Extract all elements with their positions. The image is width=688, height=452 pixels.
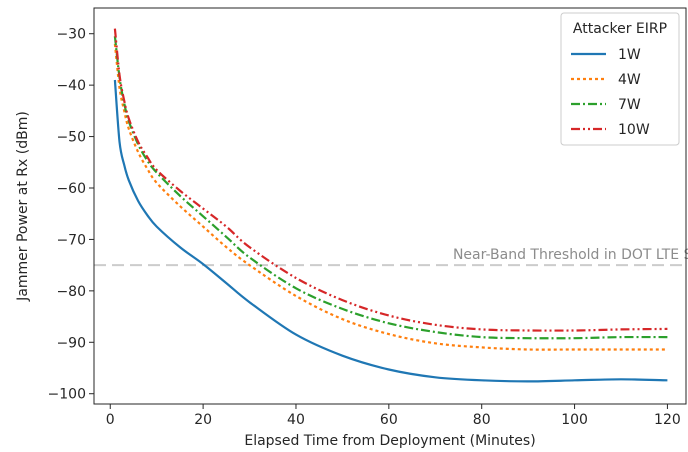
x-tick-label: 120 — [654, 412, 681, 428]
y-tick-label: −40 — [56, 78, 86, 94]
x-tick-label: 40 — [287, 412, 305, 428]
y-tick-label: −90 — [56, 335, 86, 351]
y-tick-label: −30 — [56, 27, 86, 43]
threshold-label: Near-Band Threshold in DOT LTE Study — [453, 247, 688, 263]
y-axis-title: Jammer Power at Rx (dBm) — [15, 111, 31, 302]
legend-label-7w: 7W — [618, 97, 641, 113]
x-tick-label: 80 — [473, 412, 491, 428]
x-tick-label: 60 — [380, 412, 398, 428]
legend-label-10w: 10W — [618, 122, 650, 138]
y-axis: −100 −90 −80 −70 −60 −50 −40 −30 — [48, 27, 94, 403]
x-tick-label: 0 — [106, 412, 115, 428]
x-tick-label: 100 — [561, 412, 588, 428]
y-tick-label: −70 — [56, 232, 86, 248]
y-tick-label: −100 — [48, 387, 86, 403]
series-line-10w — [113, 28, 668, 332]
legend-title: Attacker EIRP — [573, 21, 667, 37]
series-line-4w — [113, 43, 668, 351]
legend-box — [560, 12, 680, 146]
legend-label-1w: 1W — [618, 47, 641, 63]
y-tick-label: −80 — [56, 284, 86, 300]
x-axis-title: Elapsed Time from Deployment (Minutes) — [244, 433, 535, 449]
series-line-1w — [113, 79, 668, 383]
plot-frame — [93, 7, 687, 405]
series-layer — [113, 28, 668, 383]
threshold-layer: Near-Band Threshold in DOT LTE Study — [94, 247, 688, 267]
legend: Attacker EIRP 1W 4W 7W 10W — [560, 12, 680, 146]
x-tick-label: 20 — [194, 412, 212, 428]
y-tick-label: −60 — [56, 181, 86, 197]
x-axis: 0 20 40 60 80 100 120 — [106, 404, 681, 428]
legend-label-4w: 4W — [618, 72, 641, 88]
y-tick-label: −50 — [56, 130, 86, 146]
